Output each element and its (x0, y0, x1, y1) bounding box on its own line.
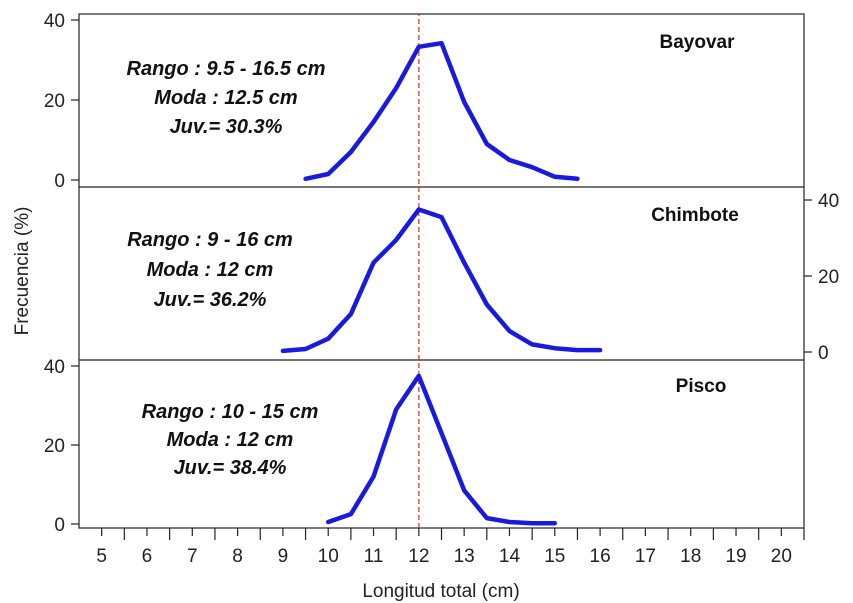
panels: 0 20 40 Bayovar Rango : 9.5 - 16.5 cm Moda : … (44, 11, 839, 536)
x-tick-label-16: 16 (590, 546, 611, 567)
frequency-line-chimbote (280, 207, 603, 354)
x-tick-label-15: 15 (544, 546, 565, 567)
y-tick-label-20: 20 (818, 267, 839, 288)
x-tick-label-14: 14 (499, 546, 521, 567)
panel-annotation-3: Juv.= 38.4% (174, 457, 287, 479)
panel-annotation-3: Juv.= 30.3% (170, 116, 283, 138)
panel-bayovar: 0 20 40 Bayovar Rango : 9.5 - 16.5 cm Moda : … (44, 11, 735, 192)
x-tick-label-17: 17 (635, 546, 656, 567)
x-tick-label-19: 19 (725, 546, 746, 567)
y-tick-label-40: 40 (44, 11, 65, 32)
panel-title: Bayovar (660, 32, 736, 53)
y-tick-label-0: 0 (54, 515, 65, 536)
x-tick-label-8: 8 (232, 546, 243, 567)
panel-annotation-1: Rango : 9 - 16 cm (127, 229, 293, 251)
y-tick-label-20: 20 (44, 91, 65, 112)
panel-annotation-2: Moda : 12 cm (147, 259, 274, 281)
panel-annotation-2: Moda : 12 cm (167, 429, 294, 451)
panel-annotation-2: Moda : 12.5 cm (154, 87, 297, 109)
panel-annotation-1: Rango : 10 - 15 cm (142, 401, 319, 423)
x-tick-label-13: 13 (454, 546, 475, 567)
panel-annotation-1: Rango : 9.5 - 16.5 cm (127, 58, 326, 80)
x-tick-label-18: 18 (680, 546, 701, 567)
frequency-line-bayovar (303, 40, 580, 182)
x-tick-label-9: 9 (278, 546, 289, 567)
y-tick-label-40: 40 (44, 357, 65, 378)
panel-title: Chimbote (651, 205, 739, 226)
frequency-line-pisco (325, 373, 558, 526)
panel-pisco: 0 20 40 Pisco Rango : 10 - 15 cm Moda : 12 cm… (44, 357, 726, 536)
x-tick-label-20: 20 (771, 546, 792, 567)
x-tick-label-5: 5 (96, 546, 107, 567)
x-tick-label-6: 6 (142, 546, 153, 567)
x-tick-label-12: 12 (408, 546, 429, 567)
panel-annotation-3: Juv.= 36.2% (154, 289, 267, 311)
x-axis: 5 6 7 8 9 10 11 12 13 14 15 16 17 18 19 20 (96, 528, 805, 567)
y-axis-title: Frecuencia (%) (12, 207, 33, 336)
y-tick-label-20: 20 (44, 436, 65, 457)
y-tick-label-40: 40 (818, 191, 839, 212)
x-axis-title: Longitud total (cm) (362, 581, 519, 602)
x-tick-label-10: 10 (318, 546, 339, 567)
panel-chimbote: 0 20 40 Chimbote Rango : 9 - 16 cm Moda : 12 … (127, 191, 839, 364)
y-tick-label-0: 0 (54, 171, 65, 192)
x-tick-label-11: 11 (364, 546, 384, 567)
panel-title: Pisco (676, 376, 727, 397)
x-tick-label-7: 7 (187, 546, 198, 567)
y-tick-label-0: 0 (818, 343, 829, 364)
